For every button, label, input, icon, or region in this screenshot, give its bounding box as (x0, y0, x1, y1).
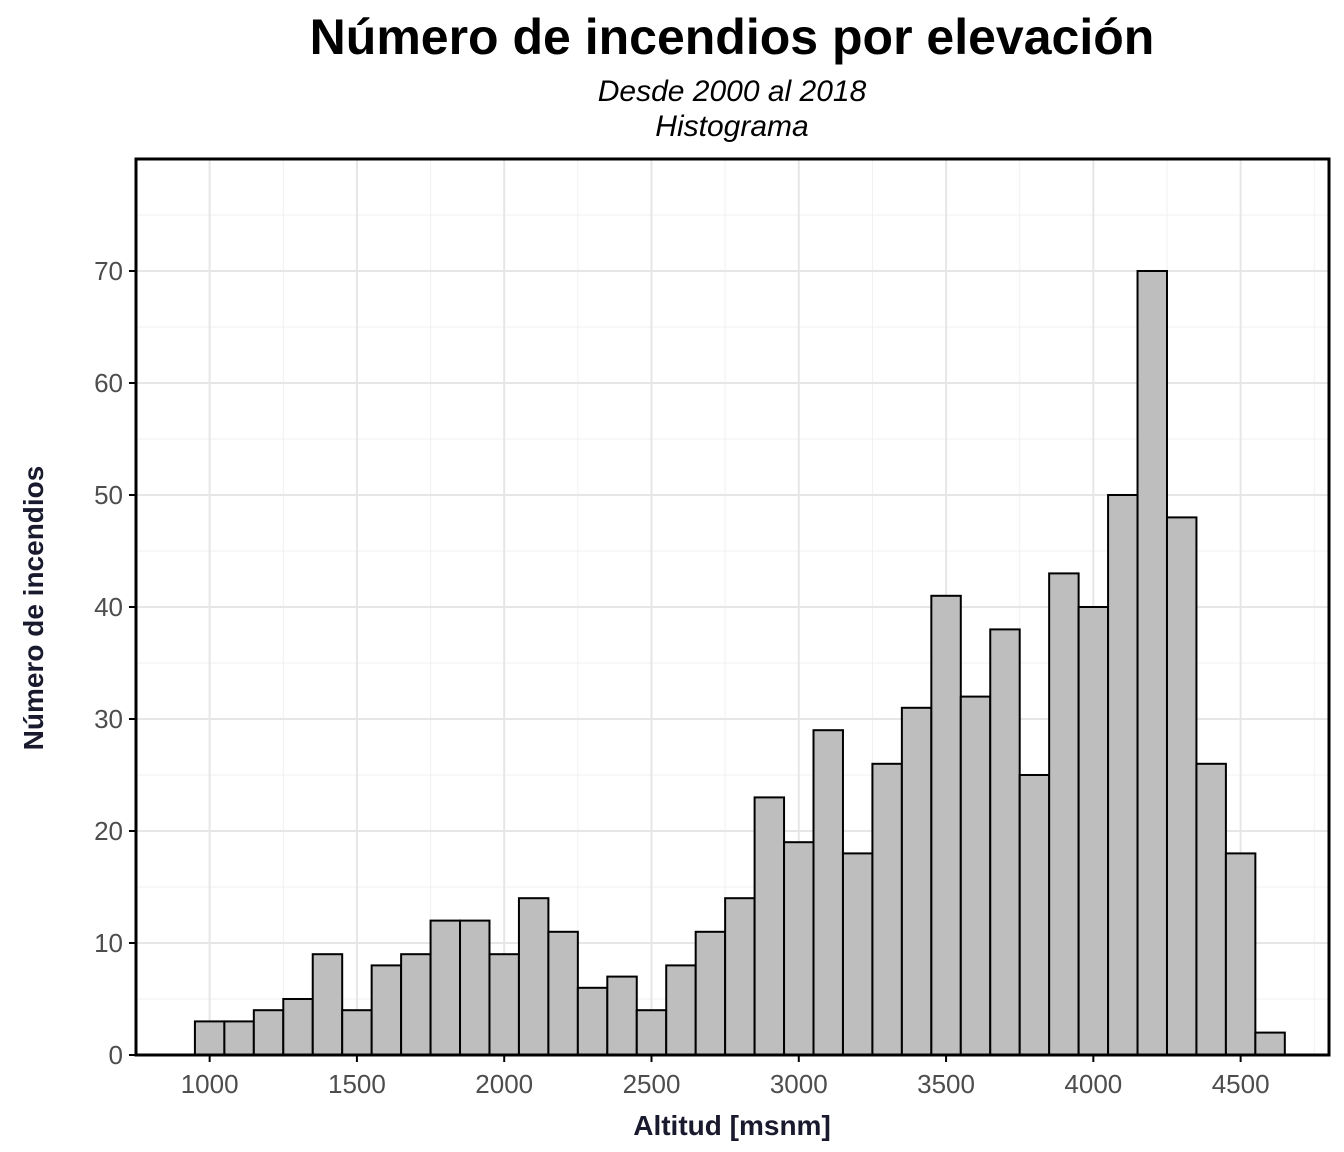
histogram-bar (753, 796, 786, 1057)
histogram-bar (871, 762, 903, 1056)
histogram-bar (841, 852, 874, 1057)
histogram-bar (311, 953, 344, 1057)
chart-caption: Histograma (655, 110, 809, 143)
histogram-bar (341, 1009, 373, 1057)
x-axis-title: Altitud [msnm] (633, 1110, 831, 1141)
histogram-bar (606, 975, 638, 1056)
histogram-bar (724, 897, 756, 1057)
y-tick-label: 0 (109, 1040, 123, 1070)
histogram-bar (488, 953, 520, 1057)
y-axis-title: Número de incendios (18, 466, 49, 751)
histogram-bar (1224, 852, 1257, 1057)
y-tick-label: 50 (94, 480, 123, 510)
histogram-bar (635, 1009, 668, 1057)
histogram-bar (547, 930, 579, 1056)
histogram-bar (900, 706, 933, 1056)
histogram-bar (193, 1020, 226, 1057)
histogram-bar (1077, 606, 1110, 1056)
histogram-bar (989, 628, 1021, 1057)
histogram-bar (1048, 572, 1080, 1057)
x-tick-label: 4500 (1212, 1069, 1270, 1099)
histogram-bar (812, 729, 844, 1056)
chart-title: Número de incendios por elevación (309, 9, 1155, 65)
x-tick-label: 3500 (917, 1069, 975, 1099)
histogram-bar (282, 998, 314, 1056)
histogram-bar (223, 1020, 255, 1057)
histogram-bar (252, 1009, 285, 1057)
histogram-bar (370, 964, 403, 1057)
y-tick-label: 10 (94, 928, 123, 958)
histogram-bar (694, 930, 727, 1056)
y-tick-label: 60 (94, 368, 123, 398)
x-tick-label: 1500 (328, 1069, 386, 1099)
histogram-bar (429, 919, 462, 1056)
histogram-bar (1254, 1031, 1286, 1056)
histogram-bar (1107, 494, 1139, 1056)
histogram-bar (665, 964, 697, 1057)
chart-subtitle: Desde 2000 al 2018 (597, 75, 867, 108)
histogram-bar (930, 594, 962, 1056)
y-axis-ticks: 0 10 20 30 40 50 60 70 (94, 256, 136, 1070)
histogram-bar (1018, 774, 1051, 1056)
x-tick-label: 4000 (1064, 1069, 1122, 1099)
x-tick-label: 1000 (181, 1069, 239, 1099)
histogram-bar (1165, 516, 1198, 1056)
histogram-bar (1136, 270, 1168, 1056)
x-tick-label: 2000 (475, 1069, 533, 1099)
x-tick-label: 2500 (623, 1069, 681, 1099)
histogram-bar (783, 841, 815, 1057)
y-tick-label: 30 (94, 704, 123, 734)
histogram-bar (400, 953, 432, 1057)
y-tick-label: 70 (94, 256, 123, 286)
histogram-bar (517, 897, 550, 1057)
x-axis-ticks: 1000 1500 2000 2500 3000 3500 4000 4500 (181, 1055, 1270, 1099)
histogram-bar (959, 695, 992, 1056)
histogram-bar (576, 986, 609, 1056)
x-tick-label: 3000 (770, 1069, 828, 1099)
histogram-bar (459, 919, 491, 1056)
y-tick-label: 40 (94, 592, 123, 622)
histogram-bar (1195, 762, 1227, 1056)
y-tick-label: 20 (94, 816, 123, 846)
histogram-bars (193, 270, 1286, 1057)
